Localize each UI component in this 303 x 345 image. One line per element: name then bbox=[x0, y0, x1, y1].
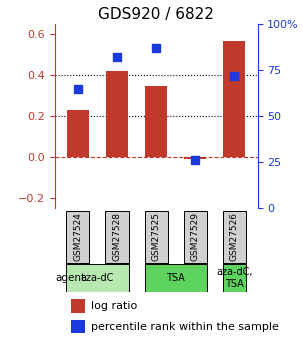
Text: aza-dC,
TSA: aza-dC, TSA bbox=[216, 267, 252, 289]
Bar bbox=[223, 40, 245, 157]
FancyBboxPatch shape bbox=[184, 211, 207, 263]
Text: GSM27525: GSM27525 bbox=[152, 212, 161, 261]
Point bbox=[193, 158, 198, 163]
Bar bbox=[184, 157, 206, 159]
Point bbox=[115, 55, 119, 60]
Bar bbox=[106, 71, 128, 157]
Title: GDS920 / 6822: GDS920 / 6822 bbox=[98, 7, 214, 22]
Bar bbox=[71, 320, 85, 334]
FancyBboxPatch shape bbox=[145, 264, 207, 292]
FancyBboxPatch shape bbox=[223, 264, 246, 292]
Text: agent: agent bbox=[55, 273, 85, 283]
FancyBboxPatch shape bbox=[66, 211, 89, 263]
Text: aza-dC: aza-dC bbox=[81, 273, 114, 283]
Point bbox=[232, 73, 237, 78]
Text: percentile rank within the sample: percentile rank within the sample bbox=[91, 322, 279, 332]
Text: GSM27528: GSM27528 bbox=[112, 212, 122, 261]
Bar bbox=[145, 86, 167, 157]
Bar bbox=[71, 299, 85, 313]
Point bbox=[154, 45, 158, 51]
FancyBboxPatch shape bbox=[145, 211, 168, 263]
Bar bbox=[67, 110, 89, 157]
Text: TSA: TSA bbox=[166, 273, 185, 283]
Text: log ratio: log ratio bbox=[91, 301, 137, 311]
Text: GSM27526: GSM27526 bbox=[230, 212, 239, 261]
FancyBboxPatch shape bbox=[223, 211, 246, 263]
Point bbox=[75, 86, 80, 91]
Text: GSM27529: GSM27529 bbox=[191, 212, 200, 261]
FancyBboxPatch shape bbox=[105, 211, 128, 263]
FancyBboxPatch shape bbox=[66, 264, 128, 292]
Text: GSM27524: GSM27524 bbox=[73, 213, 82, 261]
